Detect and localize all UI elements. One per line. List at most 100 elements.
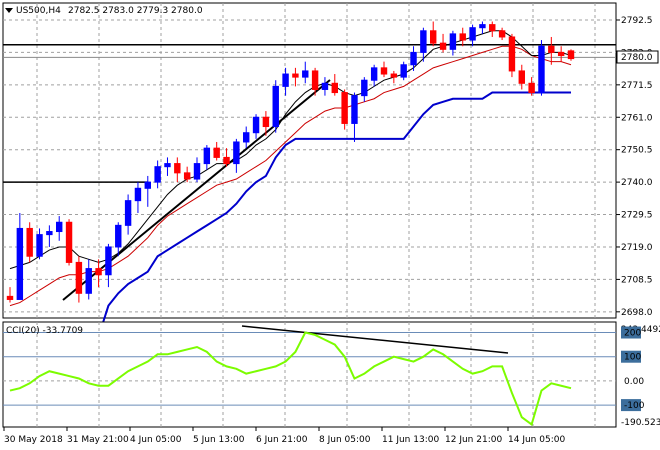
candle[interactable] — [75, 256, 83, 303]
candle[interactable] — [410, 46, 417, 71]
cci-level-box — [621, 399, 641, 412]
candle[interactable] — [557, 46, 565, 62]
price-tick-label: 2740.0 — [621, 178, 653, 188]
candle[interactable] — [223, 148, 230, 167]
candle-body — [75, 261, 83, 294]
candle[interactable] — [262, 111, 270, 136]
candle[interactable] — [36, 228, 43, 260]
candle[interactable] — [144, 175, 151, 207]
candle[interactable] — [548, 36, 555, 65]
time-tick-label: 14 Jun 05:00 — [508, 435, 565, 445]
candle-body — [410, 51, 417, 66]
channel-line — [10, 91, 571, 338]
cci-level-label: 200 — [624, 329, 641, 339]
ma-slow-line — [9, 45, 572, 307]
candle[interactable] — [341, 89, 348, 130]
candle[interactable] — [164, 157, 171, 176]
candle[interactable] — [351, 92, 358, 142]
candle-body — [292, 73, 299, 78]
main-grid — [3, 3, 616, 318]
candle-body — [449, 33, 457, 50]
candle[interactable] — [193, 157, 201, 183]
candle[interactable] — [331, 74, 338, 96]
candle[interactable] — [479, 21, 486, 34]
candle[interactable] — [321, 77, 329, 96]
candle[interactable] — [26, 222, 33, 263]
candle[interactable] — [380, 61, 388, 78]
candle[interactable] — [282, 67, 289, 96]
candle[interactable] — [518, 64, 525, 90]
candle[interactable] — [183, 166, 191, 183]
candle[interactable] — [243, 126, 250, 149]
time-tick-label: 8 Jun 05:00 — [319, 435, 371, 445]
candle[interactable] — [16, 213, 24, 300]
candle-body — [351, 95, 358, 124]
candle-body — [479, 24, 486, 29]
candle-body — [400, 64, 407, 78]
candle-body — [203, 147, 211, 165]
time-tick-label: 31 May 21:00 — [67, 435, 129, 445]
candle-body — [459, 33, 466, 41]
cci-line — [9, 331, 572, 427]
candle-body — [56, 221, 63, 233]
candle-body — [16, 227, 24, 300]
indicator-panel[interactable] — [2, 321, 617, 428]
candle[interactable] — [439, 33, 447, 53]
candle-body — [508, 36, 516, 72]
candle[interactable] — [400, 61, 407, 81]
candle[interactable] — [46, 225, 53, 247]
candle[interactable] — [449, 30, 457, 56]
channel-lower-line — [10, 91, 571, 338]
candle[interactable] — [6, 287, 14, 303]
price-tick-label: 2719.0 — [621, 243, 653, 253]
candle[interactable] — [538, 40, 545, 96]
candle[interactable] — [65, 219, 73, 266]
candle[interactable] — [56, 216, 63, 241]
candle[interactable] — [420, 27, 427, 62]
candle[interactable] — [292, 67, 299, 87]
candle[interactable] — [370, 64, 378, 87]
candle[interactable] — [85, 259, 92, 300]
candle[interactable] — [528, 77, 535, 96]
triangle-down-icon[interactable] — [5, 8, 13, 13]
candle-body — [321, 82, 329, 90]
candle[interactable] — [498, 27, 506, 41]
candle-body — [252, 116, 260, 134]
candle-body — [223, 156, 230, 165]
candle[interactable] — [311, 67, 319, 96]
candle[interactable] — [361, 77, 368, 102]
candle[interactable] — [390, 70, 398, 84]
candle-body — [390, 73, 398, 78]
cci-level-label: -100 — [624, 401, 645, 411]
candle-body — [282, 73, 289, 87]
candle[interactable] — [174, 157, 181, 183]
candle-body — [311, 70, 319, 90]
candle[interactable] — [489, 21, 496, 37]
candle[interactable] — [567, 49, 575, 61]
candle[interactable] — [115, 222, 122, 257]
price-tick-label: 2698.0 — [621, 308, 653, 318]
candle[interactable] — [469, 24, 476, 47]
candle-body — [183, 172, 191, 180]
candle[interactable] — [302, 61, 309, 84]
candle[interactable] — [252, 114, 260, 139]
candle-body — [65, 221, 73, 263]
candle[interactable] — [105, 243, 112, 288]
candle[interactable] — [272, 80, 279, 133]
candle[interactable] — [430, 21, 437, 47]
candle-body — [213, 147, 220, 158]
candle[interactable] — [124, 194, 132, 235]
candle[interactable] — [134, 182, 142, 213]
candle-body — [154, 166, 161, 183]
price-tick-label: 2750.5 — [621, 146, 653, 156]
candle[interactable] — [508, 33, 516, 78]
cci-divergence-line[interactable] — [241, 325, 509, 354]
candle[interactable] — [213, 141, 220, 161]
candle[interactable] — [203, 145, 211, 170]
candle[interactable] — [233, 138, 240, 173]
candle[interactable] — [95, 259, 102, 288]
candle[interactable] — [154, 160, 161, 189]
candle[interactable] — [459, 27, 466, 47]
current-price-box — [616, 50, 659, 64]
